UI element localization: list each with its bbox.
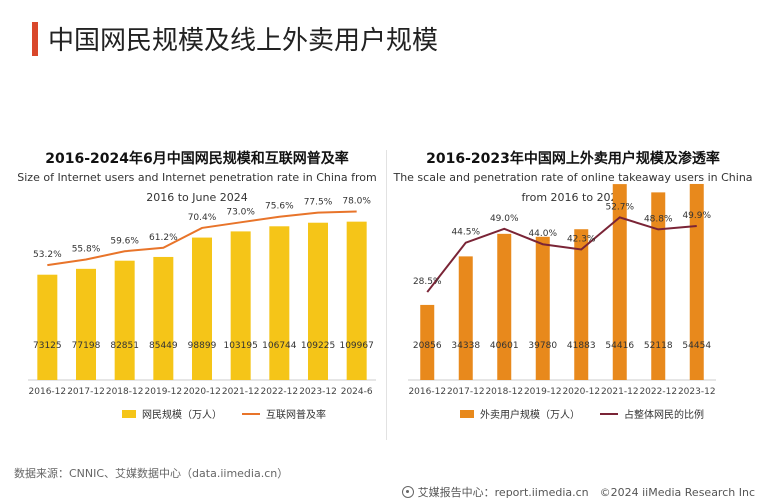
series-line xyxy=(47,210,357,267)
bar xyxy=(153,256,174,380)
bar xyxy=(269,226,290,380)
x-tick-label: 2020-12 xyxy=(183,387,221,397)
chart-internet-users: 2016-2024年6月中国网民规模和互联网普及率 Size of Intern… xyxy=(14,140,380,442)
bar-value-label: 52118 xyxy=(644,341,673,351)
legend-label: 占整体网民的比例 xyxy=(624,410,704,421)
bar-value-label: 20856 xyxy=(413,341,442,351)
line-value-label: 44.5% xyxy=(451,228,480,238)
bar-value-label: 34338 xyxy=(451,341,480,351)
line-value-label: 52.7% xyxy=(605,202,634,212)
x-tick-label: 2022-12 xyxy=(261,387,299,397)
chart-legend: 外卖用户规模（万人） 占整体网民的比例 xyxy=(460,406,704,421)
chart-plot: 73125 2016-12 77198 2017-12 82851 2018-12 8544… xyxy=(28,197,376,397)
bar xyxy=(612,184,627,380)
line-value-label: 73.0% xyxy=(226,207,255,217)
chart-legend: 网民规模（万人） 互联网普及率 xyxy=(122,406,326,421)
line-value-label: 42.3% xyxy=(567,234,596,244)
chart-subtitle-line2: 2016 to June 2024 xyxy=(146,191,248,204)
bar xyxy=(458,256,473,380)
line-value-label: 55.8% xyxy=(72,244,101,254)
legend-label: 互联网普及率 xyxy=(266,410,326,421)
line-value-label: 49.0% xyxy=(490,214,519,224)
line-value-label: 78.0% xyxy=(342,197,371,207)
page-title: 中国网民规模及线上外卖用户规模 xyxy=(48,26,439,56)
data-source: 数据来源：CNNIC、艾媒数据中心（data.iimedia.cn） xyxy=(14,467,289,480)
x-tick-label: 2019-12 xyxy=(524,387,562,397)
x-tick-label: 2017-12 xyxy=(67,387,105,397)
bar-value-label: 39780 xyxy=(528,341,557,351)
x-tick-label: 2016-12 xyxy=(408,387,446,397)
bar-value-label: 85449 xyxy=(149,341,178,351)
line-value-label: 59.6% xyxy=(110,236,139,246)
bar xyxy=(535,236,550,380)
bar xyxy=(346,221,367,380)
legend-swatch-line xyxy=(600,412,618,415)
x-tick-label: 2021-12 xyxy=(222,387,260,397)
bar xyxy=(420,304,435,380)
chart-takeaway-users: 2016-2023年中国网上外卖用户规模及渗透率 The scale and p… xyxy=(392,140,754,442)
bar-value-label: 109225 xyxy=(301,341,335,351)
bar xyxy=(230,231,251,380)
chart-plot: 20856 2016-12 34338 2017-12 40601 2018-12 3978… xyxy=(408,183,716,397)
x-tick-label: 2023-12 xyxy=(678,387,716,397)
bar-value-label: 98899 xyxy=(188,341,217,351)
bar xyxy=(308,222,328,380)
bar xyxy=(497,233,512,380)
chart-subtitle-line2: from 2016 to 2023 xyxy=(521,191,625,204)
line-value-label: 61.2% xyxy=(149,233,178,243)
title-accent-bar xyxy=(32,22,38,56)
x-tick-label: 2022-12 xyxy=(639,387,677,397)
iimedia-logo-icon xyxy=(401,486,414,498)
line-value-label: 77.5% xyxy=(304,198,333,208)
footer-text: 艾媒报告中心：report.iimedia.cn ©2024 iiMedia R… xyxy=(417,486,755,499)
line-value-label: 44.0% xyxy=(528,229,557,239)
line-value-label: 28.5% xyxy=(413,277,442,287)
panel-divider xyxy=(386,150,387,440)
bar xyxy=(689,183,704,380)
bar-value-label: 54416 xyxy=(605,341,634,351)
x-tick-label: 2018-12 xyxy=(106,387,144,397)
bar-value-label: 106744 xyxy=(262,341,297,351)
bar-value-label: 41883 xyxy=(567,341,596,351)
bar-value-label: 77198 xyxy=(72,341,101,351)
bar-value-label: 103195 xyxy=(223,341,257,351)
series-line xyxy=(426,216,697,293)
x-tick-label: 2024-6 xyxy=(341,387,373,397)
x-tick-label: 2018-12 xyxy=(485,387,523,397)
bar-value-label: 73125 xyxy=(33,341,62,351)
line-value-label: 53.2% xyxy=(33,250,62,260)
line-value-label: 75.6% xyxy=(265,202,294,212)
x-tick-label: 2023-12 xyxy=(299,387,337,397)
x-tick-label: 2016-12 xyxy=(29,387,67,397)
bar-value-label: 40601 xyxy=(490,341,519,351)
chart-title: 2016-2023年中国网上外卖用户规模及渗透率 xyxy=(426,151,720,167)
line-value-label: 70.4% xyxy=(188,213,217,223)
x-tick-label: 2017-12 xyxy=(447,387,485,397)
legend-swatch-line xyxy=(242,412,260,415)
x-tick-label: 2021-12 xyxy=(601,387,639,397)
chart-title: 2016-2024年6月中国网民规模和互联网普及率 xyxy=(45,151,349,167)
bar xyxy=(192,237,212,380)
bar-value-label: 109967 xyxy=(339,341,373,351)
bar-value-label: 82851 xyxy=(110,341,139,351)
x-tick-label: 2019-12 xyxy=(145,387,183,397)
bar-value-label: 54454 xyxy=(682,341,711,351)
x-tick-label: 2020-12 xyxy=(562,387,600,397)
footer-credit: 艾媒报告中心：report.iimedia.cn ©2024 iiMedia R… xyxy=(401,484,755,500)
line-value-label: 49.9% xyxy=(682,211,711,221)
bar xyxy=(76,268,96,380)
legend-label: 网民规模（万人） xyxy=(142,410,222,421)
line-value-label: 48.8% xyxy=(644,214,673,224)
chart-subtitle-line1: The scale and penetration rate of online… xyxy=(393,171,753,184)
chart-subtitle-line1: Size of Internet users and Internet pene… xyxy=(17,171,377,184)
legend-swatch-bar xyxy=(460,409,474,418)
bar xyxy=(114,260,135,380)
bar xyxy=(651,192,666,380)
legend-swatch-bar xyxy=(122,409,136,418)
bar xyxy=(574,229,589,380)
legend-label: 外卖用户规模（万人） xyxy=(480,410,580,421)
bar xyxy=(37,274,58,380)
